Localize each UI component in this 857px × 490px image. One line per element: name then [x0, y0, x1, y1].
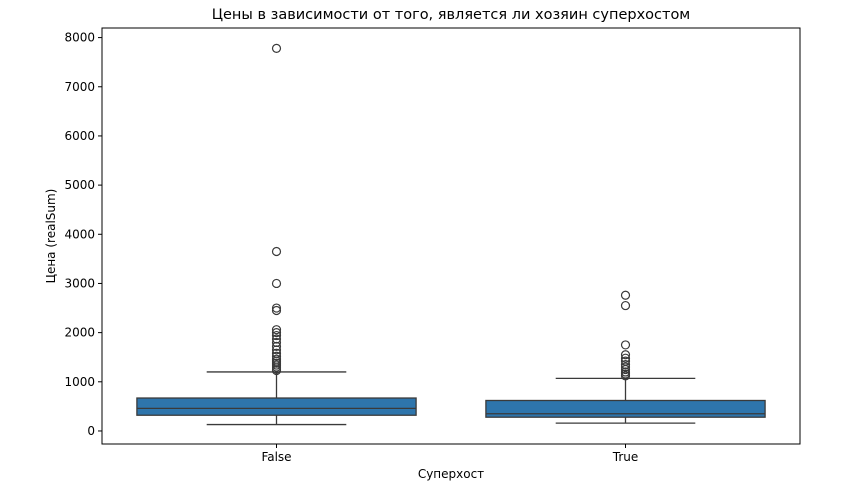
y-tick-label: 7000 — [64, 80, 95, 94]
plot-area — [136, 43, 766, 426]
outlier-point — [271, 345, 282, 355]
outlier-point — [620, 290, 631, 300]
x-axis: False True — [261, 444, 638, 464]
outlier-point — [271, 325, 282, 335]
outlier-point — [620, 350, 631, 360]
outlier-point — [620, 359, 631, 370]
outlier-point — [271, 334, 282, 344]
chart-title: Цены в зависимости от того, является ли … — [212, 7, 691, 23]
box-iqr — [485, 399, 766, 418]
outlier-point — [271, 278, 282, 289]
outlier-point — [620, 356, 631, 366]
x-tick-label: True — [612, 450, 639, 464]
outlier-point — [271, 337, 282, 348]
y-tick-label: 1000 — [64, 375, 95, 389]
plot-frame — [101, 27, 801, 445]
outlier-point — [620, 340, 631, 350]
y-tick-label: 0 — [87, 424, 95, 438]
box-group-false — [136, 43, 417, 426]
y-tick-label: 2000 — [64, 326, 95, 340]
y-tick-label: 4000 — [64, 227, 95, 241]
y-tick-label: 3000 — [64, 276, 95, 290]
box-group-true — [485, 290, 766, 424]
outlier-point — [620, 300, 631, 311]
y-tick-label: 8000 — [64, 31, 95, 45]
outlier-point — [620, 353, 631, 363]
outlier-point — [271, 351, 282, 361]
outlier-point — [271, 354, 282, 364]
outlier-point — [271, 246, 282, 257]
y-axis: 0 1000 2000 3000 4000 5000 6000 7000 8000 — [64, 31, 102, 438]
outlier-point — [620, 362, 631, 372]
outlier-point — [271, 328, 282, 338]
outlier-point — [271, 43, 282, 54]
outlier-point — [271, 348, 282, 358]
y-tick-label: 6000 — [64, 129, 95, 143]
x-axis-label: Суперхост — [418, 467, 484, 481]
y-tick-label: 5000 — [64, 178, 95, 192]
outlier-point — [271, 341, 282, 351]
outlier-point — [271, 305, 282, 316]
outlier-point — [620, 367, 631, 377]
box-iqr — [136, 397, 417, 416]
y-axis-label: Цена (realSum) — [44, 189, 58, 284]
x-tick-label: False — [261, 450, 291, 464]
outlier-point — [271, 303, 282, 313]
outlier-point — [271, 330, 282, 341]
